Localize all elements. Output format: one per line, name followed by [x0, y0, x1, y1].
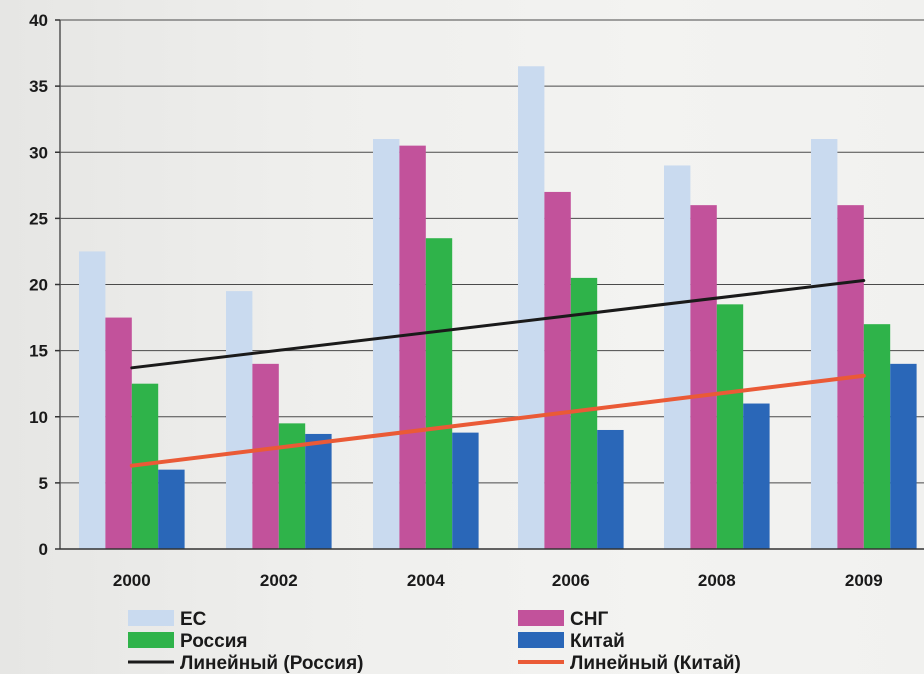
bar-1-2000	[79, 251, 106, 549]
bar-2-2000	[105, 317, 132, 549]
y-tick-label: 5	[39, 474, 48, 493]
legend-swatch	[128, 610, 174, 626]
bar-1-2004	[373, 139, 400, 549]
trendline-1	[130, 279, 866, 370]
legend-label: СНГ	[570, 609, 608, 630]
bar-3-2009	[863, 324, 891, 549]
legend-label: Линейный (Китай)	[570, 653, 741, 674]
y-tick-label: 10	[29, 408, 48, 427]
bar-1-2008	[664, 165, 691, 549]
trendline-2	[129, 373, 866, 468]
y-tick-label: 0	[39, 540, 48, 559]
legend-swatch	[128, 632, 174, 648]
x-tick-label-2004: 2004	[407, 571, 445, 590]
y-tick-label: 15	[29, 342, 48, 361]
x-tick-labels: 2000 2002 2004 2006 2008 2009	[113, 571, 883, 590]
bars	[79, 66, 917, 550]
gridlines	[60, 19, 924, 484]
bar-3-2002	[278, 423, 306, 549]
bar-4-2002	[305, 433, 332, 549]
bar-2-2008	[690, 205, 717, 549]
legend: ЕС СНГ Россия Китай Линейный (Россия) Линейны…	[128, 609, 741, 674]
y-tick-label: 35	[29, 77, 48, 96]
bar-4-2006	[597, 429, 624, 549]
bar-2-2006	[544, 191, 571, 550]
legend-label: Линейный (Россия)	[180, 653, 364, 674]
bar-4-2004	[452, 432, 479, 549]
x-tick-label-2006: 2006	[552, 571, 590, 590]
bar-3-2006	[570, 277, 598, 549]
bar-3-2004	[425, 238, 453, 549]
y-tick-label: 30	[29, 143, 48, 162]
bar-2-2002	[252, 363, 279, 549]
bar-2-2004	[399, 145, 426, 549]
bar-4-2000	[158, 469, 185, 549]
legend-swatch	[518, 610, 564, 626]
bar-1-2002	[226, 291, 253, 549]
bar-4-2008	[743, 403, 770, 549]
x-tick-label-2000: 2000	[113, 571, 151, 590]
legend-swatch	[518, 632, 564, 648]
bar-4-2009	[890, 363, 917, 549]
y-tick-label: 40	[29, 11, 48, 30]
x-tick-label-2009: 2009	[845, 571, 883, 590]
legend-label: Россия	[180, 631, 247, 652]
legend-label: Китай	[570, 631, 625, 652]
y-tick-labels: 0 5 10 15 20 25 30 35 40	[29, 11, 60, 559]
legend-label: ЕС	[180, 609, 207, 630]
y-tick-label: 20	[29, 276, 48, 295]
bar-1-2006	[518, 66, 545, 549]
x-tick-label-2008: 2008	[698, 571, 736, 590]
y-tick-label: 25	[29, 209, 48, 228]
trendlines	[129, 279, 866, 468]
bar-3-2008	[716, 304, 744, 549]
bar-1-2009	[811, 139, 838, 549]
x-tick-label-2002: 2002	[260, 571, 298, 590]
